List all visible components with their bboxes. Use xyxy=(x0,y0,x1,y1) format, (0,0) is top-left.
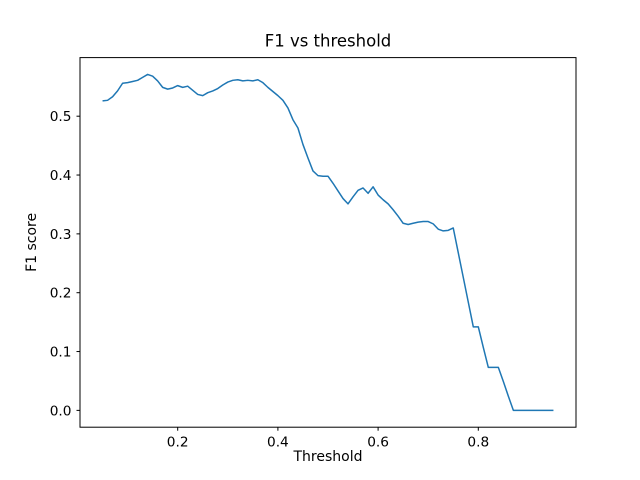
y-tick-label: 0.2 xyxy=(50,286,72,302)
x-axis-label: Threshold xyxy=(293,449,363,465)
y-tick-label: 0.5 xyxy=(50,109,72,125)
chart-title: F1 vs threshold xyxy=(265,32,392,51)
y-axis-label: F1 score xyxy=(24,213,40,272)
y-tick-label: 0.1 xyxy=(50,344,72,360)
x-tick-label: 0.4 xyxy=(267,435,289,451)
x-tick-label: 0.2 xyxy=(167,435,189,451)
x-tick-label: 0.6 xyxy=(367,435,389,451)
y-tick-label: 0.3 xyxy=(50,227,72,243)
x-tick-label: 0.8 xyxy=(467,435,489,451)
x-axis-ticks: 0.2 0.4 0.6 0.8 xyxy=(167,427,489,451)
y-tick-label: 0.4 xyxy=(50,168,72,184)
y-axis-ticks: 0.0 0.1 0.2 0.3 0.4 0.5 xyxy=(50,109,80,419)
f1-score-curve xyxy=(102,73,554,412)
y-tick-label: 0.0 xyxy=(50,403,72,419)
plot-area xyxy=(79,57,577,428)
